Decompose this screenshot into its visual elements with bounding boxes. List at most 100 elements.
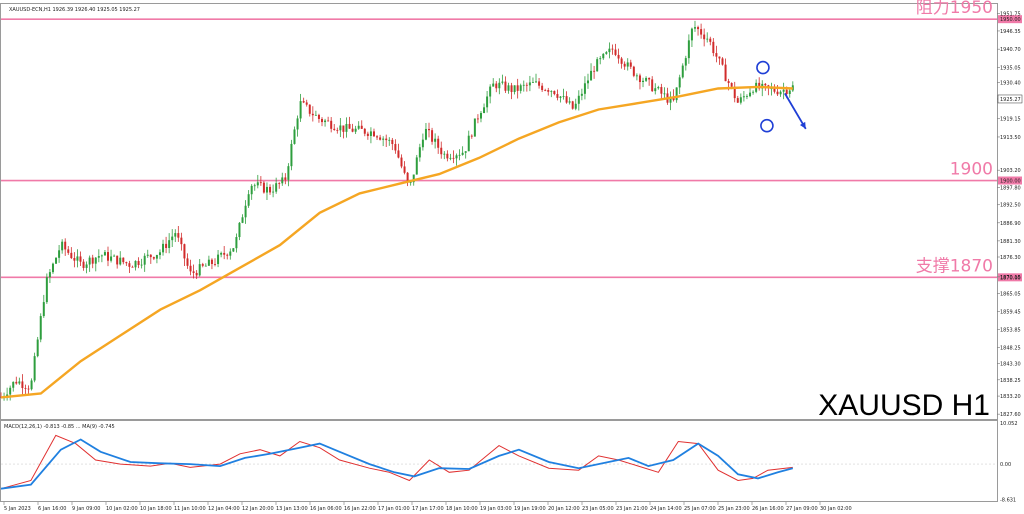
current-price-label: 1925.27: [1000, 97, 1021, 103]
candle-body: [434, 138, 437, 142]
price-tick-label: 1859.45: [1000, 309, 1021, 315]
candle-body: [577, 95, 580, 104]
macd-tick-label: 10.052: [1000, 421, 1018, 427]
candle-body: [244, 205, 247, 218]
candle-body: [617, 54, 620, 59]
candle-body: [296, 118, 299, 130]
candle-body: [590, 70, 593, 81]
price-tick-label: 1827.60: [1000, 412, 1021, 418]
candle-body: [424, 128, 427, 140]
time-tick-label: 12 Jan 04:00: [208, 506, 240, 512]
candle-body: [700, 29, 703, 35]
candle-body: [265, 186, 268, 193]
candle-body: [562, 96, 565, 97]
candles: [0, 20, 794, 401]
time-tick-label: 30 Jan 02:00: [820, 506, 852, 512]
candle-body: [36, 339, 39, 357]
candle-body: [400, 157, 403, 167]
level-tag-text-1900: 1900.00: [1000, 179, 1021, 185]
candle-body: [91, 257, 94, 264]
candle-body: [446, 153, 449, 159]
candle-body: [369, 131, 372, 136]
candle-body: [180, 237, 183, 245]
candle-body: [559, 96, 562, 98]
candle-body: [143, 255, 146, 265]
level-tag-1870: [998, 273, 1022, 282]
candle-body: [580, 93, 583, 96]
candle-body: [752, 91, 755, 93]
candle-body: [385, 138, 388, 141]
price-tick-label: 1848.25: [1000, 346, 1021, 352]
time-tick-label: 10 Jan 18:00: [140, 506, 172, 512]
candle-body: [55, 257, 58, 264]
candle-body: [391, 139, 394, 145]
candle-body: [82, 261, 85, 268]
time-tick-label: 20 Jan 12:00: [548, 506, 580, 512]
candle-body: [113, 255, 116, 257]
candle-body: [345, 123, 348, 132]
candle-body: [449, 157, 452, 159]
candle-body: [776, 91, 779, 95]
candle-body: [556, 94, 559, 98]
candle-body: [372, 131, 375, 137]
candle-body: [724, 64, 727, 82]
candle-body: [253, 185, 256, 187]
candle-body: [119, 257, 122, 265]
candle-body: [107, 252, 110, 261]
candle-body: [27, 388, 30, 390]
candle-body: [201, 264, 204, 266]
candle-body: [697, 27, 700, 30]
candle-body: [663, 93, 666, 95]
candle-body: [165, 243, 168, 249]
macd-panel: 10.052 0.00 -8.631: [0, 421, 1018, 503]
candle-body: [116, 255, 119, 265]
candle-body: [431, 130, 434, 142]
candle-body: [602, 53, 605, 59]
level-label-1870: 支撑1870: [916, 256, 993, 276]
candle-body: [730, 83, 733, 87]
candle-body: [128, 263, 131, 267]
candle-body: [614, 49, 617, 55]
candle-body: [189, 265, 192, 272]
candle-body: [232, 248, 235, 252]
time-tick-label: 25 Jan 23:00: [718, 506, 750, 512]
candle-body: [623, 63, 626, 67]
candle-body: [547, 90, 550, 92]
highlight-circle-2: [760, 118, 774, 133]
trend-arrow-head: [799, 121, 806, 129]
candle-body: [284, 177, 287, 180]
candle-body: [259, 182, 262, 184]
candle-body: [73, 258, 76, 261]
candle-body: [498, 82, 501, 89]
candle-body: [198, 264, 201, 276]
candle-body: [39, 316, 42, 340]
candle-body: [42, 302, 45, 317]
candle-body: [706, 38, 709, 40]
candle-body: [376, 136, 379, 138]
time-tick-label: 17 Jan 17:00: [412, 506, 444, 512]
candle-body: [85, 264, 88, 268]
candle-body: [125, 262, 128, 264]
candle-body: [186, 258, 189, 266]
candle-body: [61, 241, 64, 251]
time-tick-label: 6 Jan 16:00: [38, 506, 66, 512]
candle-body: [305, 102, 308, 105]
candle-body: [645, 77, 648, 81]
candle-body: [79, 256, 82, 262]
time-tick-label: 26 Jan 16:00: [752, 506, 784, 512]
candle-body: [788, 90, 791, 94]
level-label-1950: 阻力1950: [916, 0, 993, 18]
time-tick-label: 13 Jan 13:00: [276, 506, 308, 512]
price-axis: 1951.75 1946.35 1940.70 1935.05 1930.40 1925.…: [997, 12, 1023, 418]
candle-body: [45, 277, 48, 303]
level-tag-text-1870: 1870.00: [1000, 275, 1021, 281]
candle-body: [70, 252, 73, 259]
candle-body: [299, 101, 302, 119]
candle-body: [162, 243, 165, 253]
price-tick-label: 1853.85: [1000, 327, 1021, 333]
candle-body: [397, 150, 400, 158]
candle-body: [409, 182, 412, 183]
candle-body: [599, 58, 602, 60]
candle-body: [192, 271, 195, 273]
candle-body: [657, 87, 660, 89]
